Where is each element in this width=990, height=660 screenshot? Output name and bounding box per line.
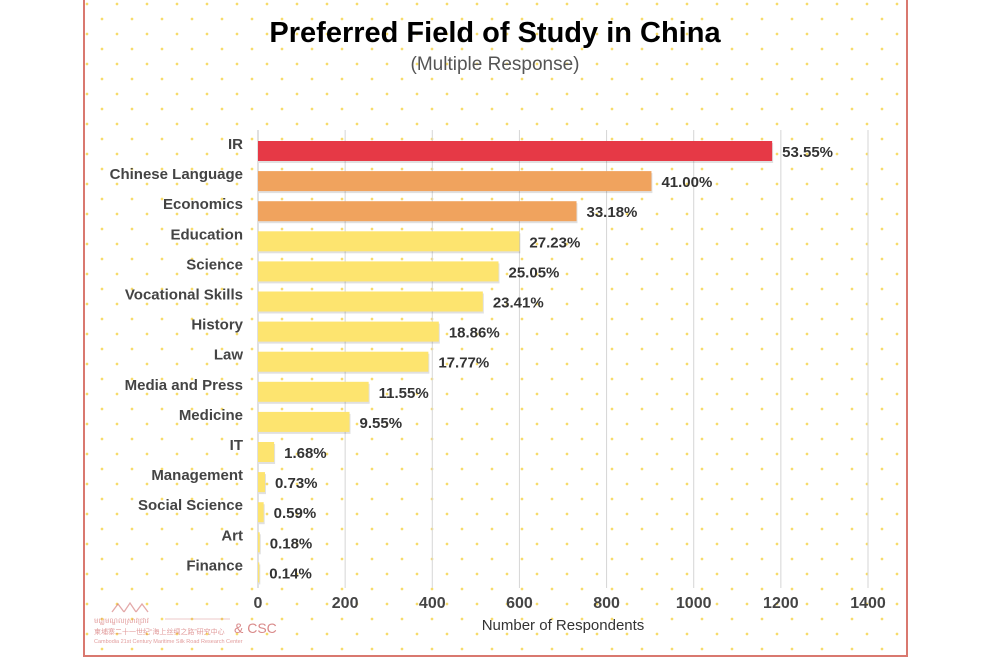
logo-english-text: Cambodia 21st Century Maritime Silk Road… [94, 639, 243, 645]
bar [258, 562, 260, 583]
category-label: History [191, 317, 243, 334]
category-label: Chinese Language [110, 166, 243, 183]
category-label: IR [228, 136, 243, 153]
value-label: 53.55% [782, 144, 833, 161]
logo: មជ្ឈមណ្ឌលស្រាវជ្រាវ 柬埔寨二十一世纪“海上丝绸之路”研究中心… [94, 601, 277, 645]
value-label: 17.77% [438, 355, 489, 372]
x-tick-label: 0 [254, 595, 263, 612]
chart-subtitle: (Multiple Response) [411, 54, 580, 75]
bar [258, 381, 369, 402]
value-label: 33.18% [587, 204, 638, 221]
bar [258, 141, 773, 161]
bar-shadow [259, 534, 261, 555]
logo-csc-text: & CSC [234, 620, 277, 636]
value-label: 18.86% [449, 325, 500, 342]
bar [258, 532, 260, 553]
logo-chinese-text: 柬埔寨二十一世纪“海上丝绸之路”研究中心 [94, 627, 225, 636]
bar [258, 201, 577, 222]
x-tick-label: 600 [506, 595, 533, 612]
value-label: 25.05% [509, 264, 560, 281]
category-label: Art [221, 527, 243, 544]
category-label: Social Science [138, 497, 243, 514]
value-label: 0.14% [269, 565, 312, 582]
category-label: Law [214, 347, 244, 364]
x-axis-label: Number of Respondents [482, 617, 645, 634]
bar [258, 442, 275, 462]
category-label: Science [186, 256, 243, 273]
logo-khmer-text: មជ្ឈមណ្ឌលស្រាវជ្រាវ [94, 617, 150, 625]
category-label: Education [170, 226, 243, 243]
value-label: 0.73% [275, 475, 318, 492]
value-label: 0.18% [270, 535, 313, 552]
value-label: 23.41% [493, 295, 544, 312]
bar [258, 261, 499, 282]
bar [258, 411, 350, 432]
category-label: Medicine [179, 407, 243, 424]
value-label: 27.23% [529, 234, 580, 251]
bar [258, 472, 265, 493]
x-tick-label: 200 [332, 595, 359, 612]
category-label: Finance [186, 557, 243, 574]
x-tick-label: 400 [419, 595, 446, 612]
x-tick-label: 1200 [763, 595, 799, 612]
chart-title: Preferred Field of Study in China [269, 17, 721, 49]
bar [258, 291, 483, 312]
value-label: 0.59% [274, 505, 317, 522]
value-label: 1.68% [284, 445, 327, 462]
logo-mark-icon [111, 601, 149, 613]
category-label: Vocational Skills [125, 287, 243, 304]
bar-shadow [259, 564, 261, 585]
value-label: 11.55% [379, 385, 429, 402]
category-label: IT [230, 437, 243, 454]
chart-frame [83, 0, 908, 657]
bar [258, 321, 439, 342]
category-label: Economics [163, 196, 243, 213]
bar [258, 351, 429, 372]
value-label: 41.00% [661, 174, 712, 191]
x-tick-label: 1000 [676, 595, 712, 612]
x-tick-label: 800 [593, 595, 620, 612]
bar [258, 231, 520, 252]
category-label: Management [151, 467, 243, 484]
bar [258, 502, 264, 523]
x-tick-label: 1400 [850, 595, 886, 612]
value-label: 9.55% [360, 415, 403, 432]
category-label: Media and Press [125, 377, 243, 394]
bar [258, 171, 652, 192]
